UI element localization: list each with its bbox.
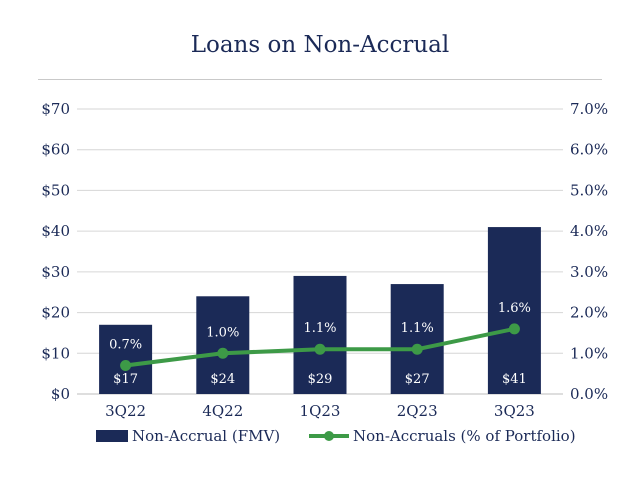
y-left-tick-label: $10 (41, 344, 70, 362)
bar-value-label: $29 (308, 372, 333, 387)
bar (196, 296, 250, 394)
y-left-tick-label: $30 (41, 263, 70, 281)
line-point (217, 347, 229, 359)
y-right-tick-label: 0.0% (570, 385, 608, 403)
line-point (411, 343, 423, 355)
title-divider (38, 79, 602, 80)
line-value-label: 1.1% (401, 321, 434, 336)
legend-bar-swatch (96, 430, 128, 442)
line-value-label: 1.1% (303, 321, 336, 336)
legend-item-non-accrual-fmv: Non-Accrual (FMV) (96, 427, 280, 445)
x-category-label: 3Q23 (494, 402, 535, 420)
line-point (508, 323, 520, 335)
y-left-tick-label: $0 (51, 385, 70, 403)
y-right-tick-label: 3.0% (570, 263, 608, 281)
bar (99, 324, 153, 394)
x-category-label: 1Q23 (300, 402, 341, 420)
legend-line-swatch (309, 429, 349, 443)
y-left-tick-label: $20 (41, 304, 70, 322)
y-right-tick-label: 6.0% (570, 141, 608, 159)
y-right-tick-label: 1.0% (570, 344, 608, 362)
legend: Non-Accrual (FMV) Non-Accruals (% of Por… (0, 427, 640, 449)
y-left-tick-label: $50 (41, 181, 70, 199)
x-category-label: 2Q23 (397, 402, 438, 420)
x-category-label: 4Q22 (202, 402, 243, 420)
y-right-tick-label: 4.0% (570, 222, 608, 240)
chart-title: Loans on Non-Accrual (190, 32, 450, 58)
line-value-label: 1.6% (498, 301, 531, 316)
line-point (314, 343, 326, 355)
line-value-label: 1.0% (206, 325, 239, 340)
line-value-label: 0.7% (109, 338, 142, 353)
bar (487, 227, 541, 394)
bar-value-label: $41 (502, 372, 527, 387)
y-left-tick-label: $40 (41, 222, 70, 240)
y-right-tick-label: 5.0% (570, 181, 608, 199)
x-category-label: 3Q22 (105, 402, 146, 420)
bar-value-label: $24 (210, 372, 235, 387)
bar-value-label: $27 (405, 372, 430, 387)
bar (293, 275, 347, 394)
y-right-tick-label: 2.0% (570, 304, 608, 322)
bar (390, 284, 444, 394)
legend-label: Non-Accruals (% of Portfolio) (353, 427, 576, 445)
y-left-tick-label: $70 (41, 100, 70, 118)
bar-value-label: $17 (113, 372, 138, 387)
line-point (120, 360, 132, 371)
legend-label: Non-Accrual (FMV) (132, 427, 281, 445)
legend-item-non-accruals-percent: Non-Accruals (% of Portfolio) (309, 427, 576, 445)
y-left-tick-label: $60 (41, 141, 70, 159)
y-right-tick-label: 7.0% (570, 100, 608, 118)
